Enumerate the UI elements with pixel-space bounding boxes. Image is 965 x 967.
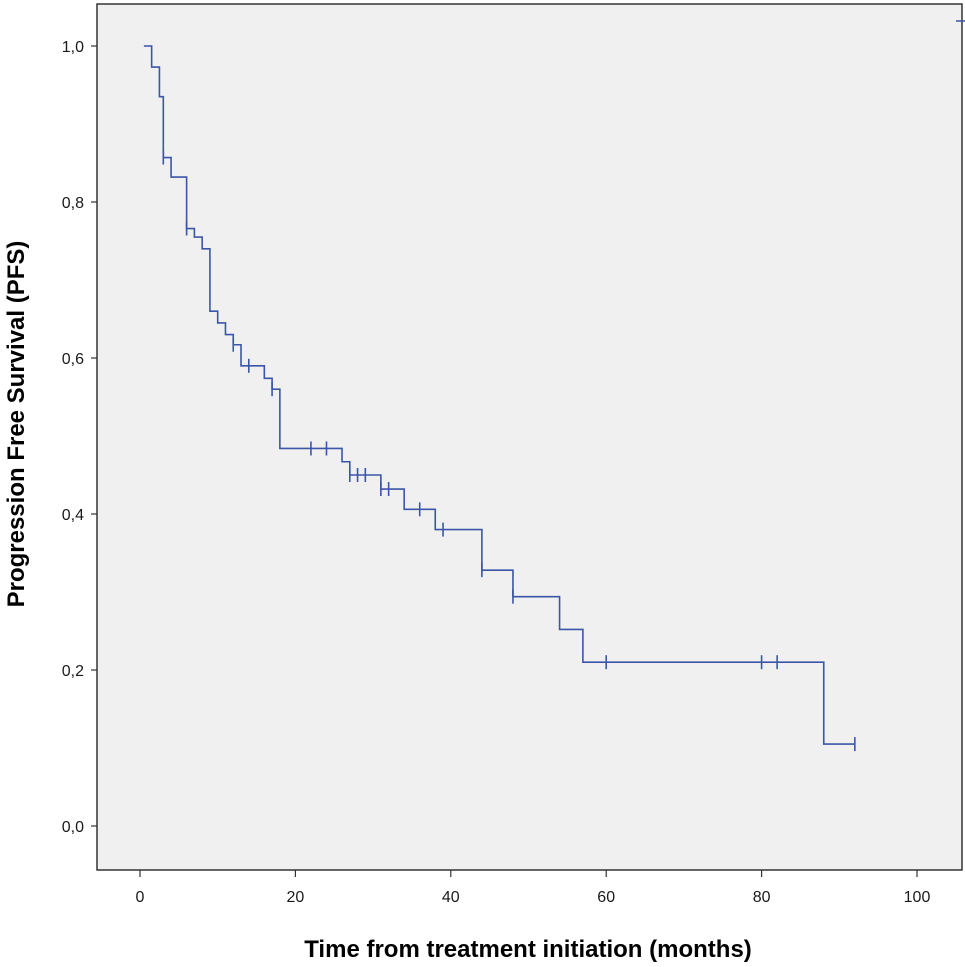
y-tick-label: 0,6 xyxy=(62,351,84,368)
y-axis-title: Progression Free Survival (PFS) xyxy=(3,241,30,608)
x-axis: 0 20 40 60 80 100 xyxy=(136,870,931,906)
x-tick-label: 60 xyxy=(597,889,615,906)
plot-area xyxy=(96,3,963,871)
y-tick-label: 0,0 xyxy=(62,819,84,836)
x-tick-label: 20 xyxy=(287,889,305,906)
x-tick-label: 0 xyxy=(136,889,145,906)
survival-curve xyxy=(143,45,855,745)
x-tick-label: 100 xyxy=(904,889,931,906)
y-tick-label: 0,2 xyxy=(62,663,84,680)
x-tick-label: 80 xyxy=(753,889,771,906)
x-axis-title: Time from treatment initiation (months) xyxy=(304,936,752,963)
y-axis: 0,0 0,2 0,4 0,6 0,8 1,0 xyxy=(62,39,97,836)
y-tick-label: 1,0 xyxy=(62,39,84,56)
y-tick-label: 0,4 xyxy=(62,507,84,524)
y-tick-label: 0,8 xyxy=(62,195,84,212)
x-tick-label: 40 xyxy=(442,889,460,906)
censor-layer xyxy=(162,150,856,752)
series-layer xyxy=(143,45,855,745)
